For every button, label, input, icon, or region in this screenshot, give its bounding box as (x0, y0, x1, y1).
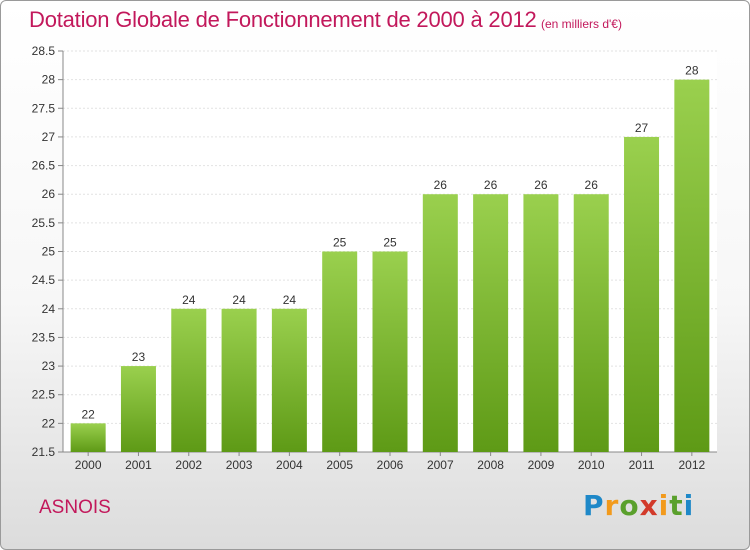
bar-2008 (473, 194, 509, 452)
data-label-2000: 22 (81, 407, 95, 421)
x-tick-label-2012: 2012 (678, 458, 705, 472)
x-tick-label-2004: 2004 (276, 458, 303, 472)
y-tick-label: 28.5 (32, 44, 56, 58)
bar-layer (70, 79, 710, 453)
data-label-2001: 23 (132, 350, 146, 364)
chart-title: Dotation Globale de Fonctionnement de 20… (29, 7, 537, 32)
data-label-2003: 24 (232, 293, 246, 307)
y-tick-label: 26.5 (32, 159, 56, 173)
y-tick-label: 24.5 (32, 273, 56, 287)
data-label-2006: 25 (383, 236, 397, 250)
data-label-2009: 26 (534, 178, 548, 192)
x-tick-label-2009: 2009 (528, 458, 555, 472)
y-tick-label: 24 (42, 302, 56, 316)
x-tick-label-2000: 2000 (75, 458, 102, 472)
x-tick-label-2011: 2011 (629, 458, 655, 472)
x-tick-label-2010: 2010 (578, 458, 605, 472)
y-tick-label: 22.5 (32, 388, 56, 402)
data-label-2011: 27 (635, 121, 649, 135)
bar-2001 (120, 366, 156, 452)
y-tick-label: 27 (42, 130, 56, 144)
bar-2011 (624, 136, 660, 452)
data-label-2007: 26 (434, 178, 448, 192)
proxiti-logo: Proxiti (583, 489, 695, 522)
data-label-2008: 26 (484, 178, 498, 192)
bar-2004 (271, 308, 307, 452)
bar-2006 (372, 251, 408, 452)
bar-2010 (573, 194, 609, 452)
y-tick-label: 23 (42, 359, 56, 373)
y-tick-label: 22 (42, 416, 56, 430)
y-tick-label: 26 (42, 187, 56, 201)
x-tick-label-2008: 2008 (477, 458, 504, 472)
data-label-2010: 26 (585, 178, 599, 192)
commune-name: ASNOIS (39, 497, 111, 518)
x-tick-label-2007: 2007 (427, 458, 454, 472)
x-tick-label-2002: 2002 (175, 458, 202, 472)
chart-subtitle: (en milliers d'€) (541, 17, 622, 31)
y-tick-label: 27.5 (32, 101, 56, 115)
bar-2005 (322, 251, 358, 452)
x-tick-label-2005: 2005 (326, 458, 353, 472)
data-label-2005: 25 (333, 236, 347, 250)
label-layer: 22 2000 23 2001 24 2002 24 2003 24 2004 25 2005 25 20… (75, 64, 706, 472)
bar-2003 (221, 308, 257, 452)
x-tick-label-2003: 2003 (226, 458, 253, 472)
y-tick-label: 25 (42, 245, 56, 259)
y-tick-label: 28 (42, 73, 56, 87)
data-label-2004: 24 (283, 293, 297, 307)
x-tick-label-2001: 2001 (125, 458, 152, 472)
bar-2007 (422, 194, 458, 452)
bar-2000 (70, 423, 106, 452)
bar-2009 (523, 194, 559, 452)
y-tick-label: 21.5 (32, 445, 56, 459)
bar-2012 (674, 79, 710, 453)
data-label-2012: 28 (685, 64, 699, 78)
y-tick-label: 23.5 (32, 330, 56, 344)
data-label-2002: 24 (182, 293, 196, 307)
y-tick-label: 25.5 (32, 216, 56, 230)
x-tick-label-2006: 2006 (377, 458, 404, 472)
bar-2002 (171, 308, 207, 452)
